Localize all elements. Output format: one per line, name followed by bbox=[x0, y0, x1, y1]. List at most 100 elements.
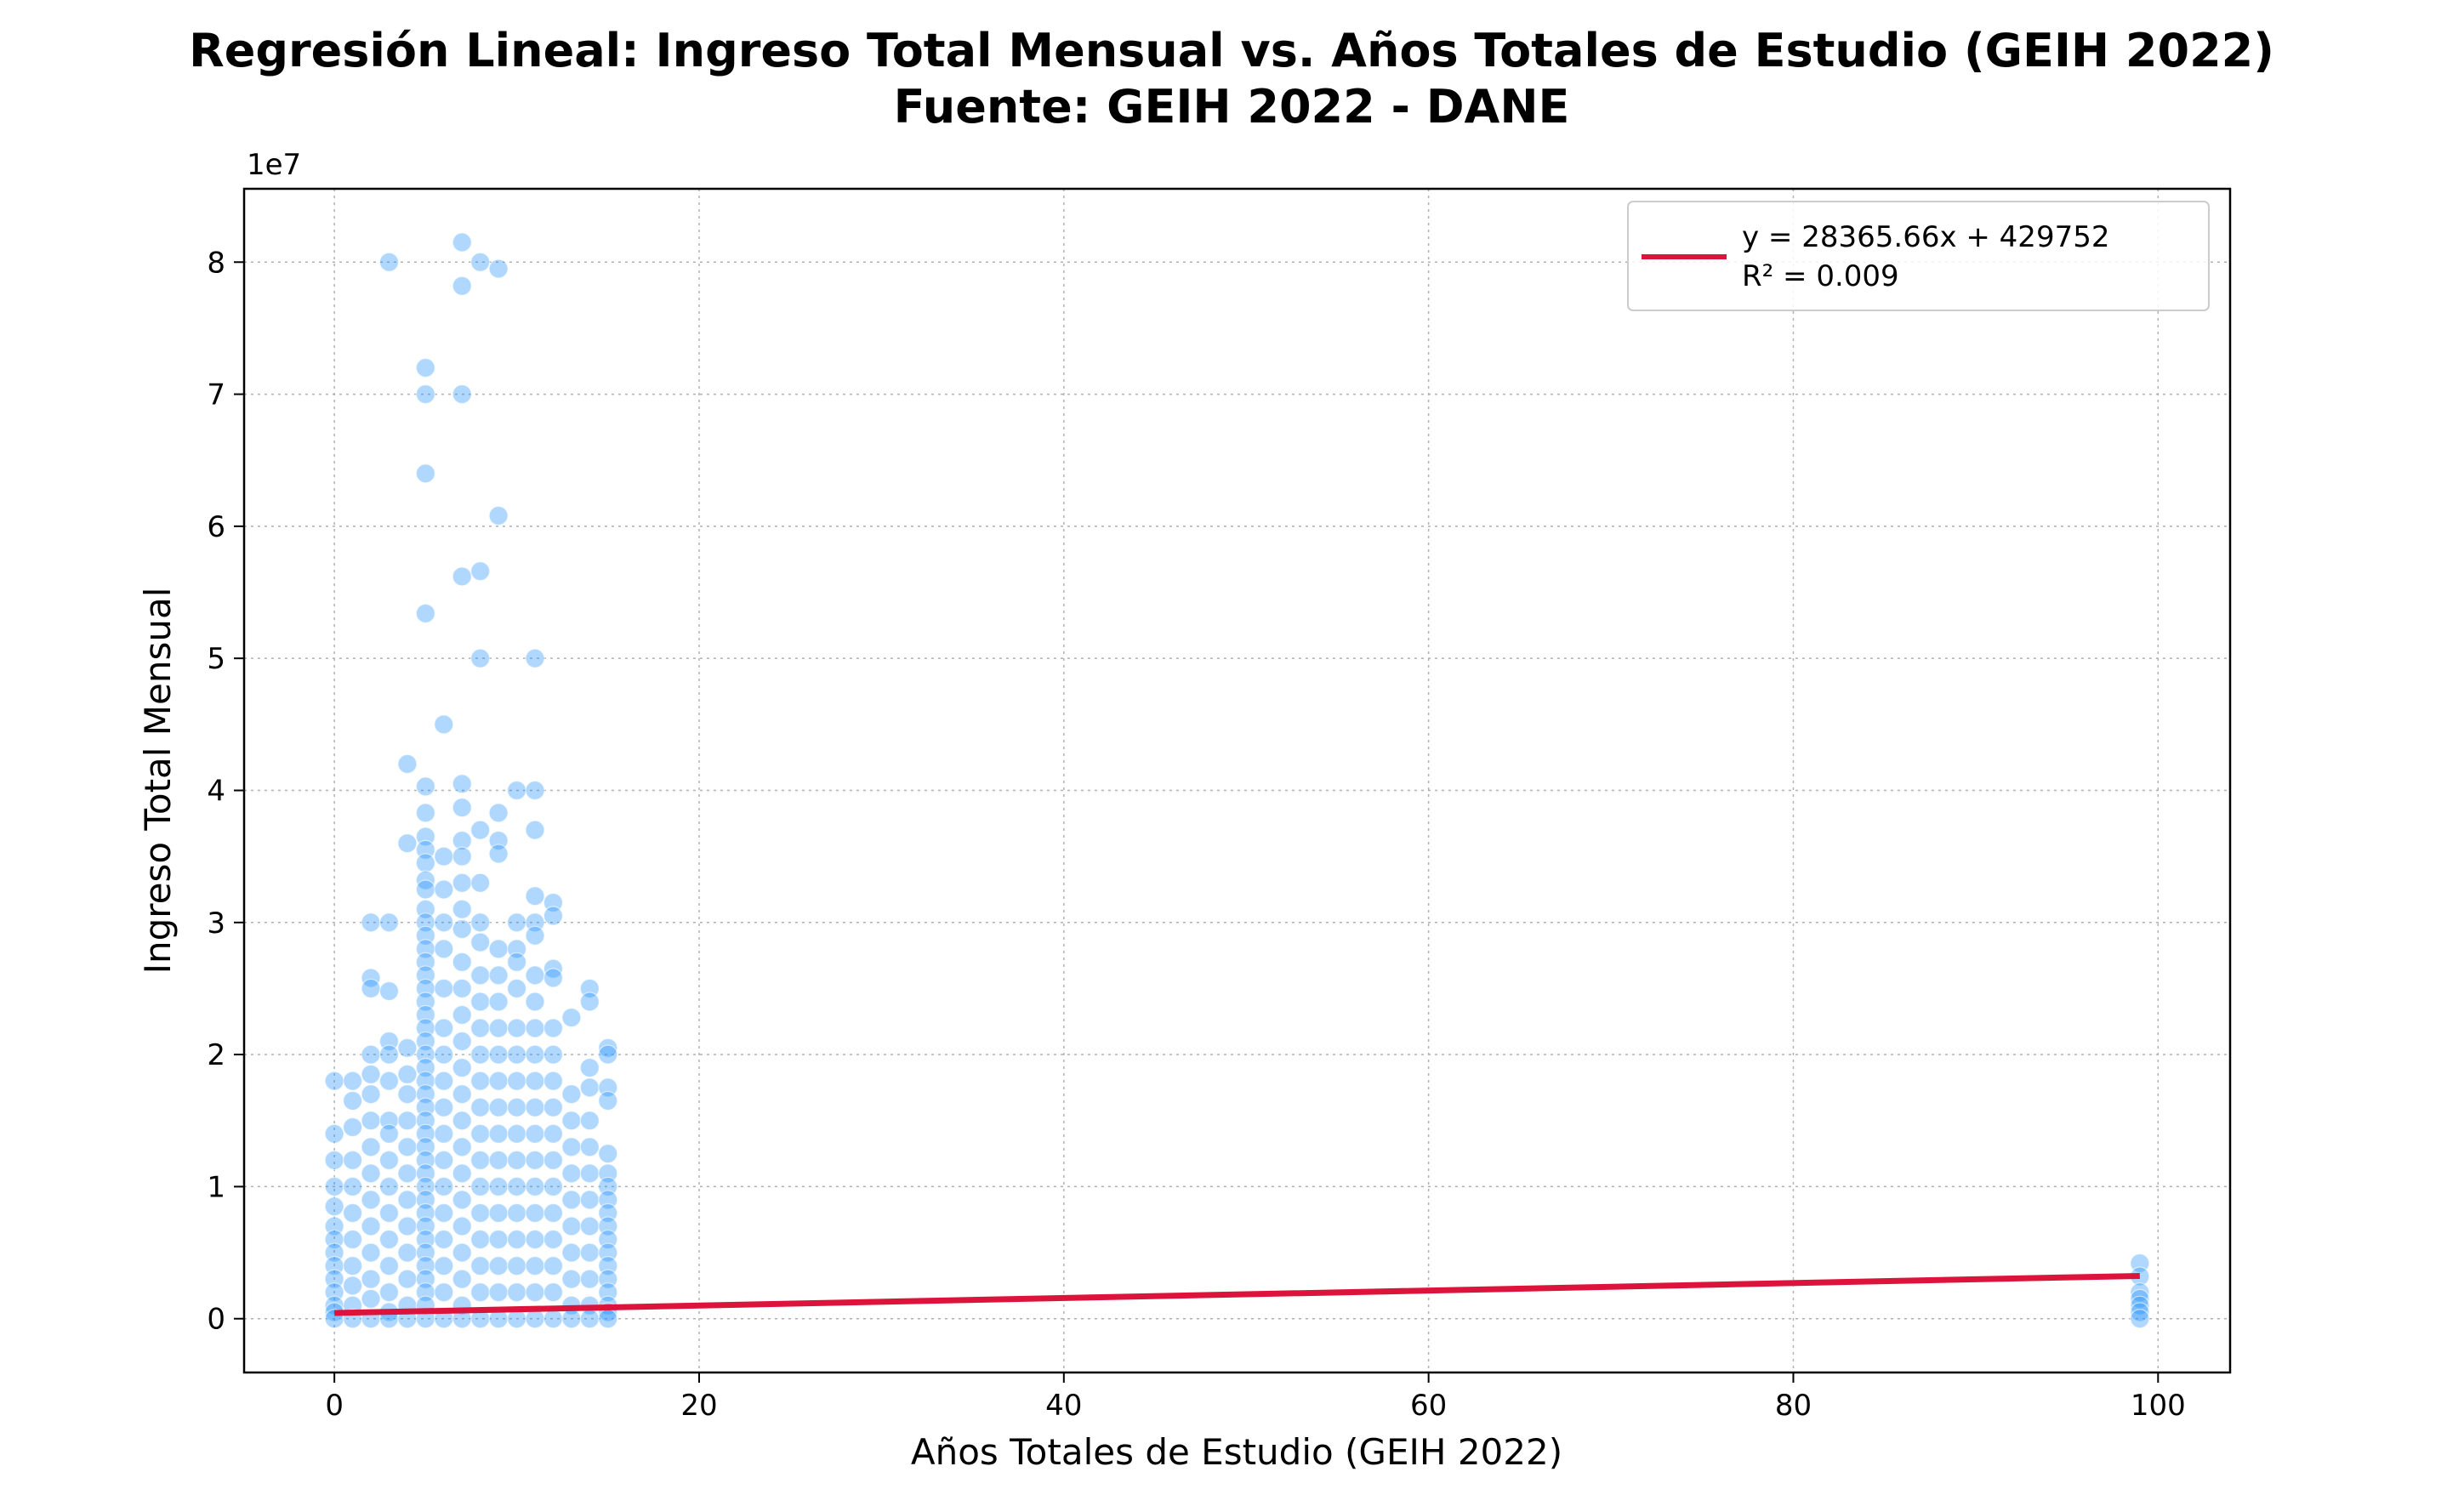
scatter-point bbox=[561, 1137, 582, 1157]
y-tick-label: 8 bbox=[207, 246, 225, 280]
scatter-point bbox=[452, 1163, 472, 1184]
scatter-point bbox=[506, 1176, 527, 1197]
scatter-point bbox=[361, 1064, 381, 1085]
scatter-point bbox=[470, 1018, 491, 1038]
plot-frame bbox=[242, 187, 2232, 1374]
scatter-point bbox=[452, 918, 472, 940]
scatter-point bbox=[525, 965, 545, 986]
scatter-point bbox=[488, 1256, 509, 1276]
scatter-point bbox=[488, 992, 509, 1012]
scatter-point bbox=[2130, 1309, 2150, 1329]
scatter-point bbox=[342, 1256, 363, 1276]
regression-line bbox=[334, 1272, 2140, 1316]
scatter-point bbox=[543, 1282, 564, 1303]
scatter-point bbox=[470, 872, 491, 893]
scatter-point bbox=[434, 1097, 454, 1117]
scatter-point bbox=[361, 1190, 381, 1210]
scatter-point bbox=[543, 1044, 564, 1065]
scatter-point bbox=[415, 879, 435, 900]
scatter-point bbox=[361, 912, 381, 933]
scatter-point bbox=[525, 1256, 545, 1276]
y-offset-text: 1e7 bbox=[247, 148, 301, 182]
scatter-point bbox=[525, 1309, 545, 1329]
y-tick-label: 7 bbox=[207, 378, 225, 412]
scatter-point bbox=[361, 1242, 381, 1263]
scatter-point bbox=[525, 1123, 545, 1144]
regression-line-layer bbox=[334, 1272, 2140, 1316]
scatter-point bbox=[452, 978, 472, 999]
scatter-point bbox=[378, 1282, 400, 1303]
scatter-point bbox=[525, 1229, 545, 1250]
scatter-point bbox=[561, 1242, 582, 1263]
scatter-point bbox=[543, 1229, 564, 1250]
scatter-point bbox=[488, 1018, 509, 1038]
scatter-point bbox=[378, 1150, 400, 1170]
scatter-point bbox=[415, 463, 435, 484]
scatter-point bbox=[488, 1150, 509, 1170]
x-tick-label: 80 bbox=[1775, 1389, 1812, 1423]
scatter-point bbox=[415, 853, 435, 873]
scatter-point bbox=[525, 780, 545, 801]
scatter-point bbox=[434, 939, 454, 959]
scatter-point bbox=[470, 932, 491, 952]
scatter-point bbox=[2130, 1302, 2150, 1322]
scatter-point bbox=[561, 1309, 582, 1329]
scatter-point bbox=[378, 1044, 400, 1065]
scatter-point bbox=[378, 1123, 400, 1144]
scatter-point bbox=[361, 1111, 381, 1131]
scatter-point bbox=[415, 603, 435, 623]
scatter-point bbox=[579, 1216, 600, 1236]
scatter-point bbox=[525, 1150, 545, 1170]
scatter-point bbox=[452, 566, 472, 587]
scatter-point bbox=[452, 1004, 472, 1026]
legend-r2: R² = 0.009 bbox=[1742, 259, 1899, 293]
scatter-point bbox=[470, 648, 491, 668]
scatter-point bbox=[543, 1309, 564, 1329]
scatter-point bbox=[598, 1090, 618, 1111]
scatter-point bbox=[452, 899, 472, 919]
scatter-point bbox=[525, 1071, 545, 1091]
scatter-point bbox=[506, 1097, 527, 1117]
y-tick-label: 1 bbox=[207, 1170, 225, 1204]
scatter-point bbox=[397, 1190, 418, 1210]
scatter-point bbox=[579, 1111, 600, 1131]
scatter-point bbox=[434, 978, 454, 999]
scatter-point bbox=[324, 1123, 344, 1144]
scatter-point bbox=[452, 276, 472, 296]
scatter-point bbox=[525, 648, 545, 668]
scatter-point bbox=[470, 912, 491, 933]
scatter-point bbox=[361, 968, 381, 988]
scatter-point bbox=[361, 1216, 381, 1236]
scatter-point bbox=[561, 1111, 582, 1131]
scatter-point bbox=[543, 968, 564, 988]
scatter-point bbox=[361, 978, 381, 999]
scatter-point bbox=[543, 1176, 564, 1197]
y-tick-label: 3 bbox=[207, 906, 225, 941]
y-axis-ticks: 0 1 2 3 4 5 6 7 8 bbox=[207, 246, 244, 1337]
scatter-point bbox=[361, 1084, 381, 1105]
scatter-point bbox=[470, 252, 491, 272]
scatter-point bbox=[452, 872, 472, 893]
scatter-point bbox=[561, 1008, 582, 1028]
scatter-point bbox=[488, 259, 509, 279]
scatter-point bbox=[525, 1044, 545, 1065]
scatter-point bbox=[525, 1018, 545, 1038]
scatter-point bbox=[470, 1044, 491, 1065]
scatter-point bbox=[579, 1309, 600, 1329]
legend-equation: y = 28365.66x + 429752 bbox=[1742, 220, 2109, 254]
y-axis-label: Ingreso Total Mensual bbox=[137, 588, 179, 975]
scatter-point bbox=[434, 912, 454, 933]
grid bbox=[244, 189, 2230, 1372]
scatter-point bbox=[506, 1202, 527, 1224]
scatter-point bbox=[434, 1044, 454, 1065]
scatter-point bbox=[434, 1229, 454, 1250]
scatter-point bbox=[579, 1058, 600, 1078]
scatter-point bbox=[598, 1044, 618, 1065]
scatter-point bbox=[452, 232, 472, 253]
chart-subtitle: Fuente: GEIH 2022 - DANE bbox=[894, 80, 1570, 134]
scatter-point bbox=[434, 1071, 454, 1091]
x-axis-label: Años Totales de Estudio (GEIH 2022) bbox=[911, 1431, 1562, 1473]
scatter-point bbox=[361, 1044, 381, 1065]
scatter-point bbox=[561, 1084, 582, 1105]
scatter-point bbox=[434, 1176, 454, 1197]
